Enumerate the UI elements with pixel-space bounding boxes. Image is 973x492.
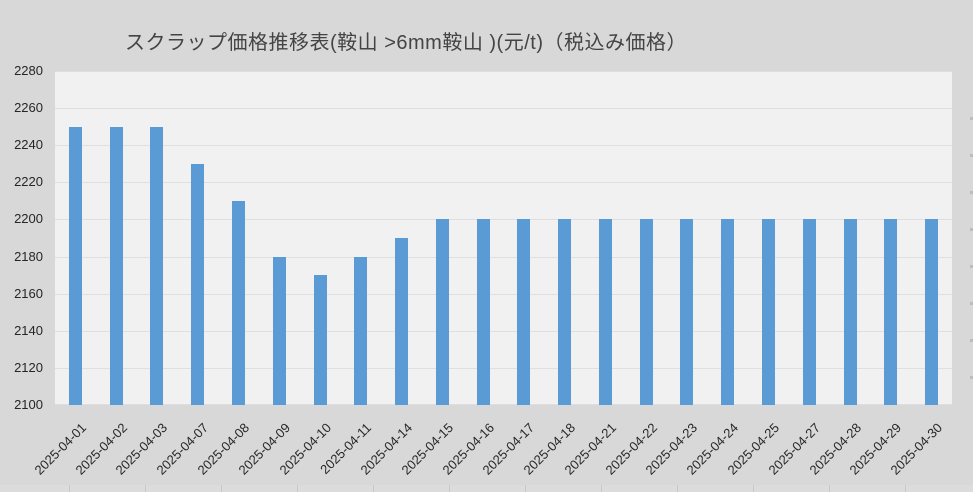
bar-2025-04-09[interactable] [272,256,286,405]
bar-2025-04-21[interactable] [598,219,612,405]
bar-2025-04-28[interactable] [843,219,857,405]
y-axis-tick-label: 2280 [14,63,43,78]
bar-2025-04-03[interactable] [150,126,164,405]
y-axis-tick-label: 2220 [14,174,43,190]
bar-2025-04-11[interactable] [354,256,368,405]
gridline [55,108,952,110]
bar-2025-04-18[interactable] [558,219,572,405]
bar-2025-04-15[interactable] [435,219,449,405]
bar-2025-04-02[interactable] [109,126,123,405]
gridline [55,219,952,221]
bar-2025-04-10[interactable] [313,275,327,405]
gridline [55,182,952,184]
gridline [55,367,952,369]
bar-2025-04-14[interactable] [395,238,409,405]
bar-2025-04-08[interactable] [231,200,245,405]
y-axis-tick-label: 2120 [14,359,43,375]
gridline [55,71,952,72]
bar-2025-04-07[interactable] [191,163,205,405]
y-axis-tick-label: 2160 [14,285,43,301]
bar-2025-04-16[interactable] [476,219,490,405]
bottom-cells-strip [0,485,973,492]
gridline [55,404,952,405]
gridline [55,330,952,332]
gridline [55,145,952,147]
bar-2025-04-22[interactable] [639,219,653,405]
bar-2025-04-24[interactable] [721,219,735,405]
y-axis-tick-label: 2260 [14,100,43,116]
gridline [55,256,952,258]
bar-2025-04-23[interactable] [680,219,694,405]
gridline [55,293,952,295]
chart-title: スクラップ価格推移表(鞍山 >6mm鞍山 )(元/t)（税込み価格） [125,32,687,54]
bar-2025-04-27[interactable] [802,219,816,405]
y-axis-tick-label: 2180 [14,248,43,264]
bar-2025-04-01[interactable] [68,126,82,405]
y-axis-tick-label: 2240 [14,137,43,153]
bar-2025-04-25[interactable] [762,219,776,405]
bar-2025-04-17[interactable] [517,219,531,405]
y-axis-tick-label: 2100 [14,397,43,412]
bar-2025-04-29[interactable] [884,219,898,405]
bar-2025-04-30[interactable] [925,219,939,405]
y-axis-tick-label: 2200 [14,211,43,227]
plot-area [55,71,952,405]
right-edge-tick-marks [970,83,973,393]
y-axis-tick-label: 2140 [14,322,43,338]
